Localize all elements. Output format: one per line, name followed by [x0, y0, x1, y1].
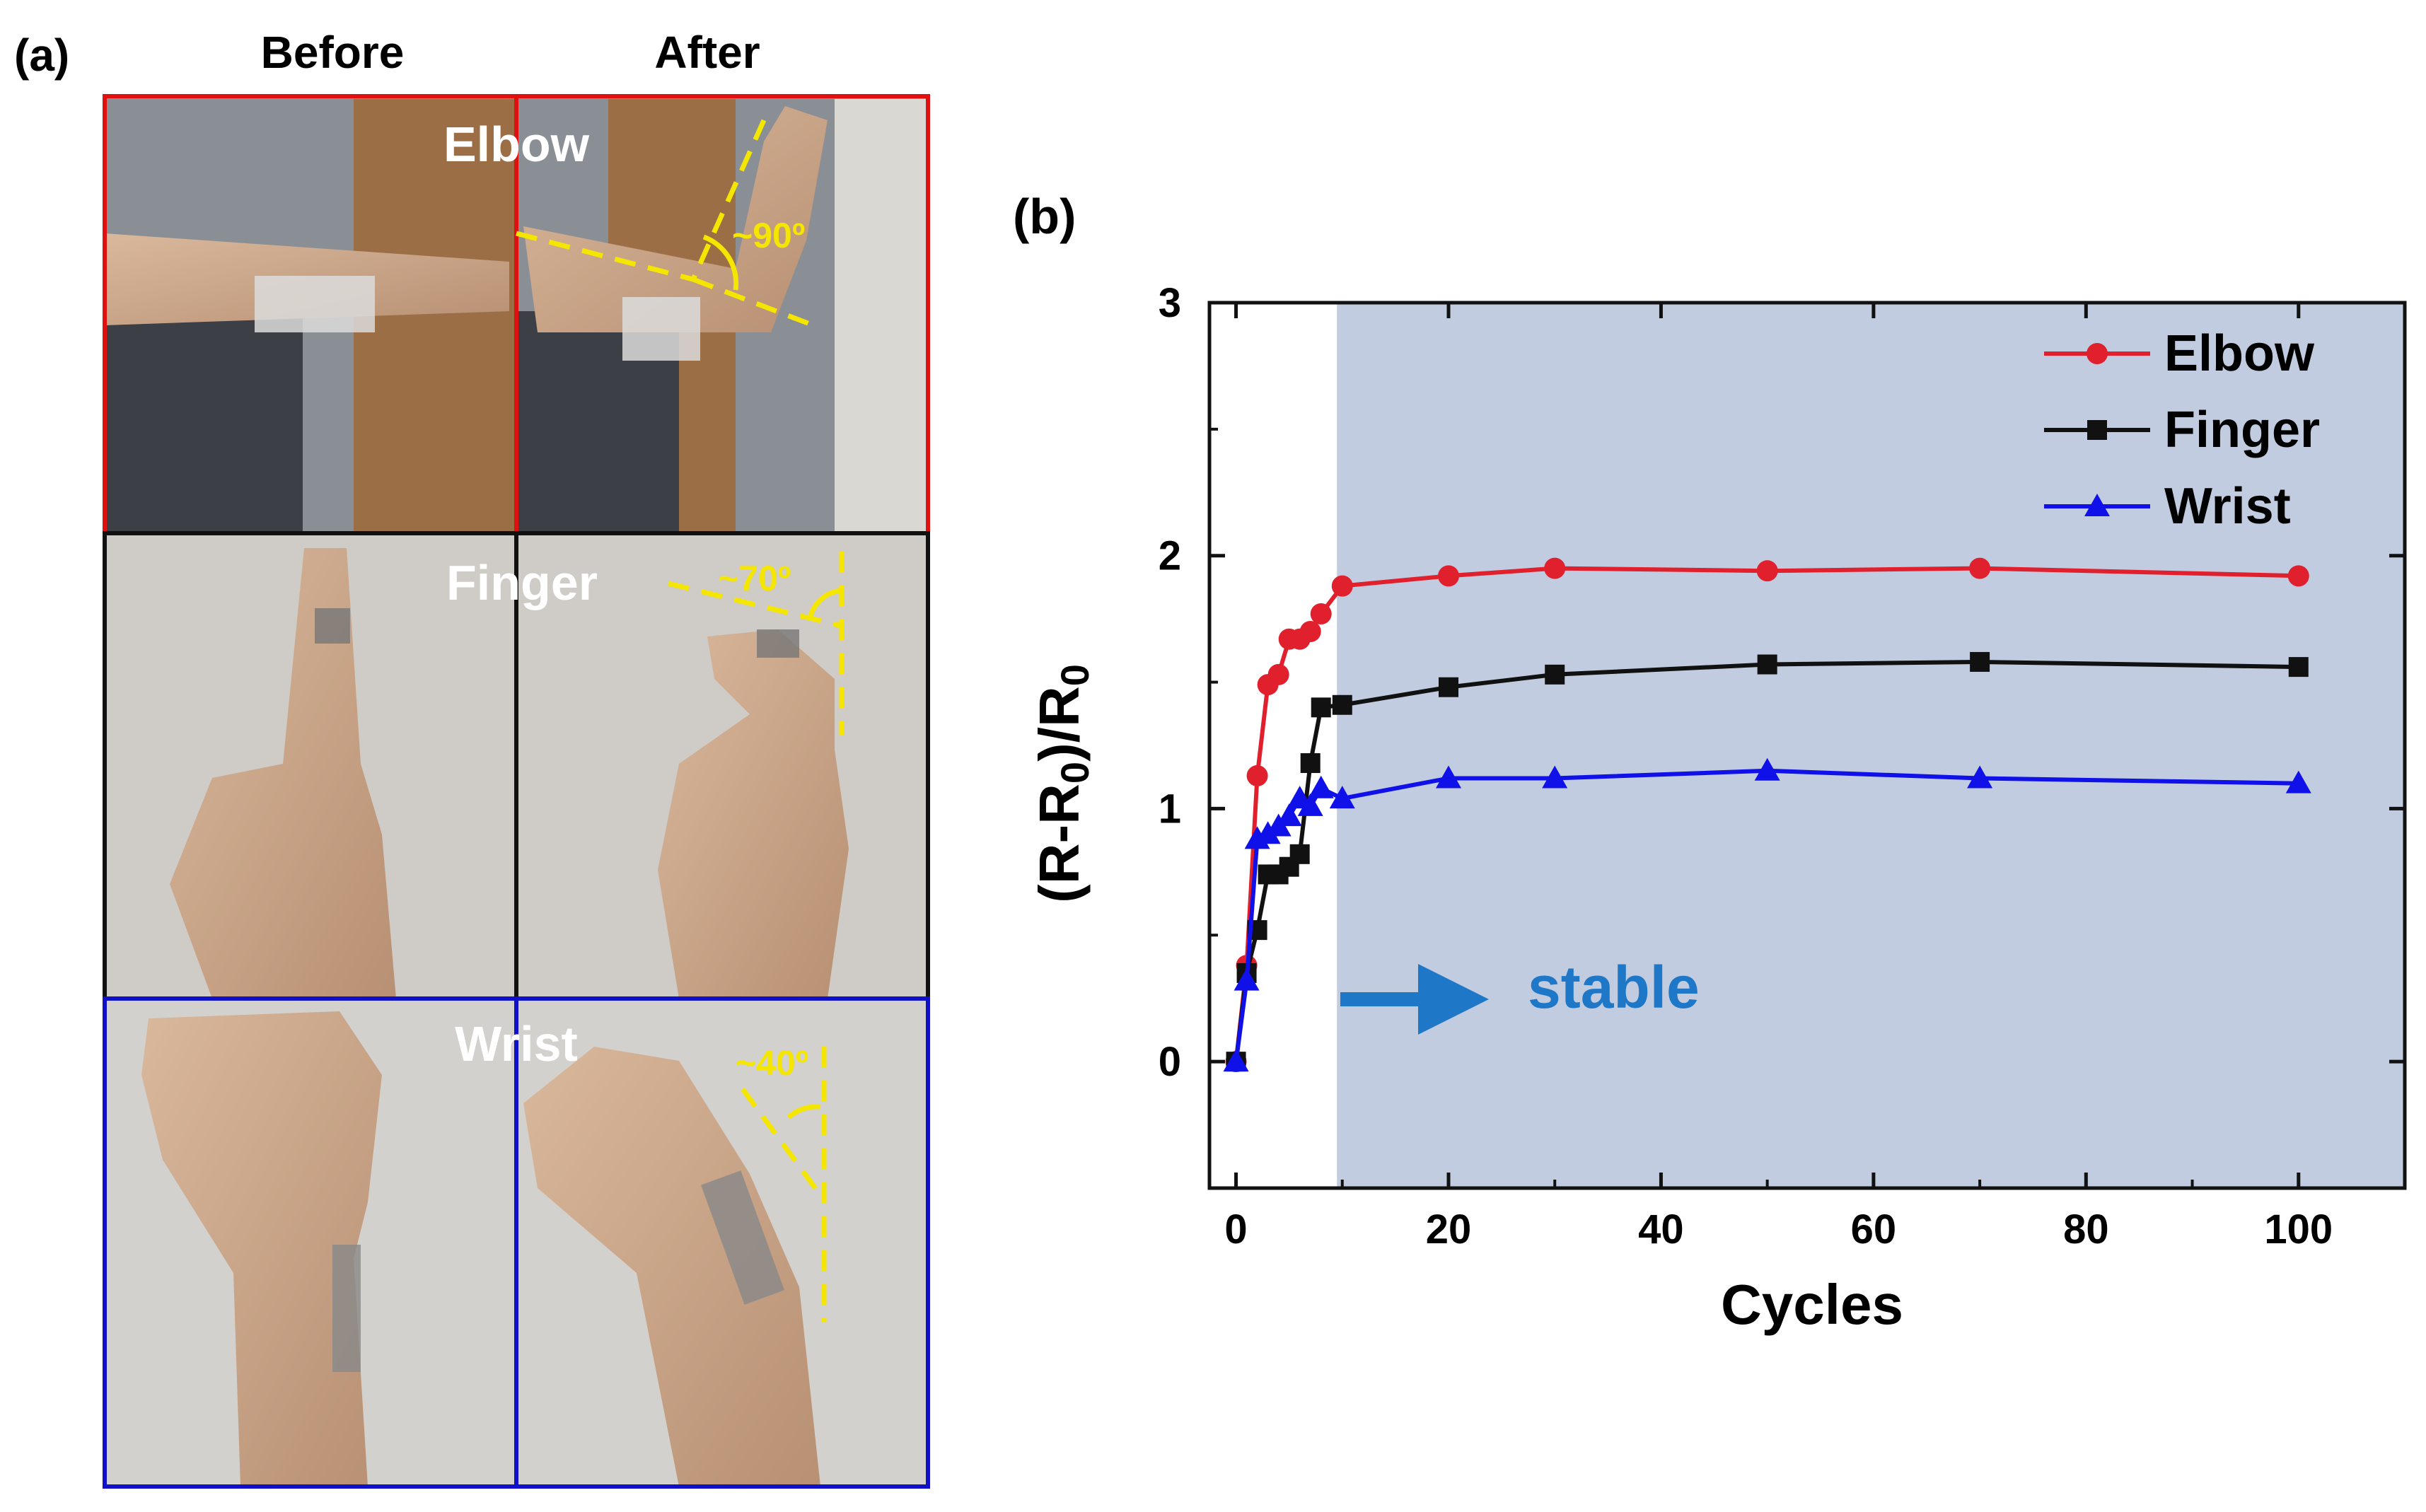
data-point-elbow: [1969, 557, 1991, 579]
angle-arc-wrist: [787, 1104, 821, 1120]
data-point-finger: [1970, 651, 1990, 672]
x-tick-label: 100: [2264, 1206, 2333, 1252]
legend: Elbow Finger Wrist: [2044, 325, 2320, 535]
angle-line-finger-1: [668, 581, 842, 629]
data-point-elbow: [1438, 565, 1459, 587]
sensor-finger-before: [315, 608, 350, 644]
data-point-wrist: [1223, 1049, 1249, 1072]
y-axis-title: (R-R0)/R0: [1028, 664, 1097, 903]
column-header-before: Before: [261, 27, 405, 78]
angle-value-elbow: ~90º: [732, 216, 805, 255]
stable-region-shading: [1337, 303, 2405, 1188]
angle-line-elbow-2: [690, 119, 767, 281]
data-point-finger: [1300, 753, 1321, 774]
y-tick-label: 0: [1159, 1039, 1181, 1085]
legend-marker-elbow: [2087, 343, 2108, 364]
x-axis-title: Cycles: [1721, 1273, 1903, 1336]
data-point-wrist: [1308, 775, 1334, 798]
data-point-elbow: [1310, 603, 1332, 624]
plot-area: 0 20 40 60 80 100 0 1 2 3: [1159, 280, 2407, 1252]
data-point-finger: [1757, 654, 1777, 675]
arm-bent: [523, 106, 828, 332]
legend-label-finger: Finger: [2164, 402, 2320, 458]
angle-arc-finger: [807, 588, 842, 620]
stable-label: stable: [1528, 954, 1700, 1020]
data-point-finger: [1332, 694, 1352, 715]
data-point-elbow: [1246, 764, 1268, 786]
data-point-wrist: [1436, 765, 1461, 789]
row-label-wrist: Wrist: [455, 1016, 578, 1071]
data-point-elbow: [1544, 557, 1566, 579]
legend-label-wrist: Wrist: [2164, 478, 2291, 535]
photo-row-finger: Finger ~70º: [103, 531, 930, 1001]
legend-marker-finger: [2087, 420, 2107, 440]
data-point-wrist: [1967, 765, 1993, 789]
data-point-wrist: [1276, 803, 1302, 827]
angle-value-finger: ~70º: [718, 559, 791, 598]
angle-line-elbow-3: [692, 277, 815, 328]
row-label-elbow: Elbow: [443, 117, 590, 172]
data-point-wrist: [1754, 757, 1780, 781]
sensor-finger-after: [757, 629, 799, 658]
data-point-finger: [1439, 677, 1458, 697]
data-point-finger: [1311, 697, 1331, 718]
panel-b-label: (b): [1013, 189, 1076, 244]
column-header-after: After: [654, 27, 760, 78]
angle-line-wrist-2: [741, 1087, 823, 1197]
y-tick-label: 1: [1159, 786, 1181, 832]
data-point-wrist: [1329, 786, 1355, 809]
panel-a-label: (a): [14, 30, 69, 81]
x-tick-label: 40: [1638, 1206, 1684, 1252]
legend-marker-wrist: [2084, 494, 2110, 516]
x-tick-label: 0: [1224, 1206, 1247, 1252]
hand-bent: [658, 629, 849, 999]
angle-arc-elbow: [702, 234, 739, 291]
angle-line-elbow-1: [516, 231, 694, 282]
photo-row-elbow: Elbow ~90º: [103, 94, 930, 535]
y-tick-label: 3: [1159, 280, 1181, 326]
fist-before: [141, 1011, 382, 1487]
data-point-elbow: [1267, 663, 1289, 685]
shirt-left: [105, 311, 303, 533]
data-point-wrist: [2285, 770, 2311, 793]
wall-right: [835, 99, 927, 532]
photo-row-wrist: Wrist ~40º: [103, 996, 930, 1489]
data-point-elbow: [1299, 621, 1321, 643]
data-point-wrist: [1542, 765, 1568, 789]
data-point-finger: [1289, 844, 1310, 864]
data-point-finger: [1545, 664, 1565, 685]
data-point-wrist: [1297, 793, 1323, 816]
angle-value-wrist: ~40º: [736, 1043, 808, 1083]
data-point-finger: [2288, 657, 2309, 678]
sensor-wrist-after: [701, 1170, 784, 1305]
sensor-elbow-after: [622, 297, 700, 361]
plot-frame: [1207, 301, 2407, 1190]
data-point-elbow: [1331, 575, 1353, 597]
fist-after: [523, 1047, 820, 1487]
sensor-wrist-before: [332, 1245, 361, 1372]
panel-b: (b) 0 20 40 60 80 100 0 1 2 3 Cycles (R-R0)/R0 El…: [1013, 189, 2407, 1336]
x-tick-label: 60: [1851, 1206, 1897, 1252]
row-label-finger: Finger: [446, 555, 598, 610]
hand-pointing: [170, 548, 396, 999]
panel-a: (a) Before After Elbow ~90º: [14, 27, 930, 1489]
x-tick-label: 80: [2063, 1206, 2109, 1252]
x-tick-label: 20: [1426, 1206, 1472, 1252]
data-point-wrist: [1234, 967, 1260, 991]
sensor-elbow-before: [255, 276, 375, 332]
data-point-elbow: [2287, 565, 2309, 587]
y-tick-label: 2: [1159, 533, 1181, 579]
legend-label-elbow: Elbow: [2164, 325, 2315, 382]
data-point-elbow: [1756, 560, 1778, 582]
